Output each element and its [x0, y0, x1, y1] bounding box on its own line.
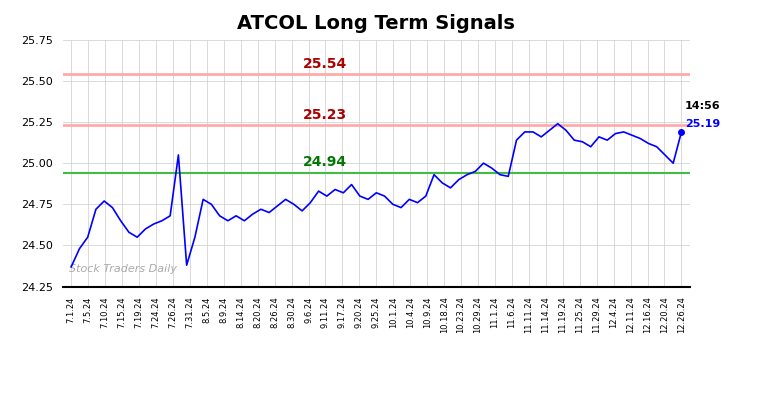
Text: Stock Traders Daily: Stock Traders Daily	[69, 264, 177, 274]
Title: ATCOL Long Term Signals: ATCOL Long Term Signals	[238, 14, 515, 33]
Text: 24.94: 24.94	[303, 156, 347, 170]
Text: 14:56: 14:56	[685, 101, 720, 111]
Text: 25.19: 25.19	[685, 119, 720, 129]
Text: 25.54: 25.54	[303, 57, 347, 71]
Text: 25.23: 25.23	[303, 108, 347, 122]
